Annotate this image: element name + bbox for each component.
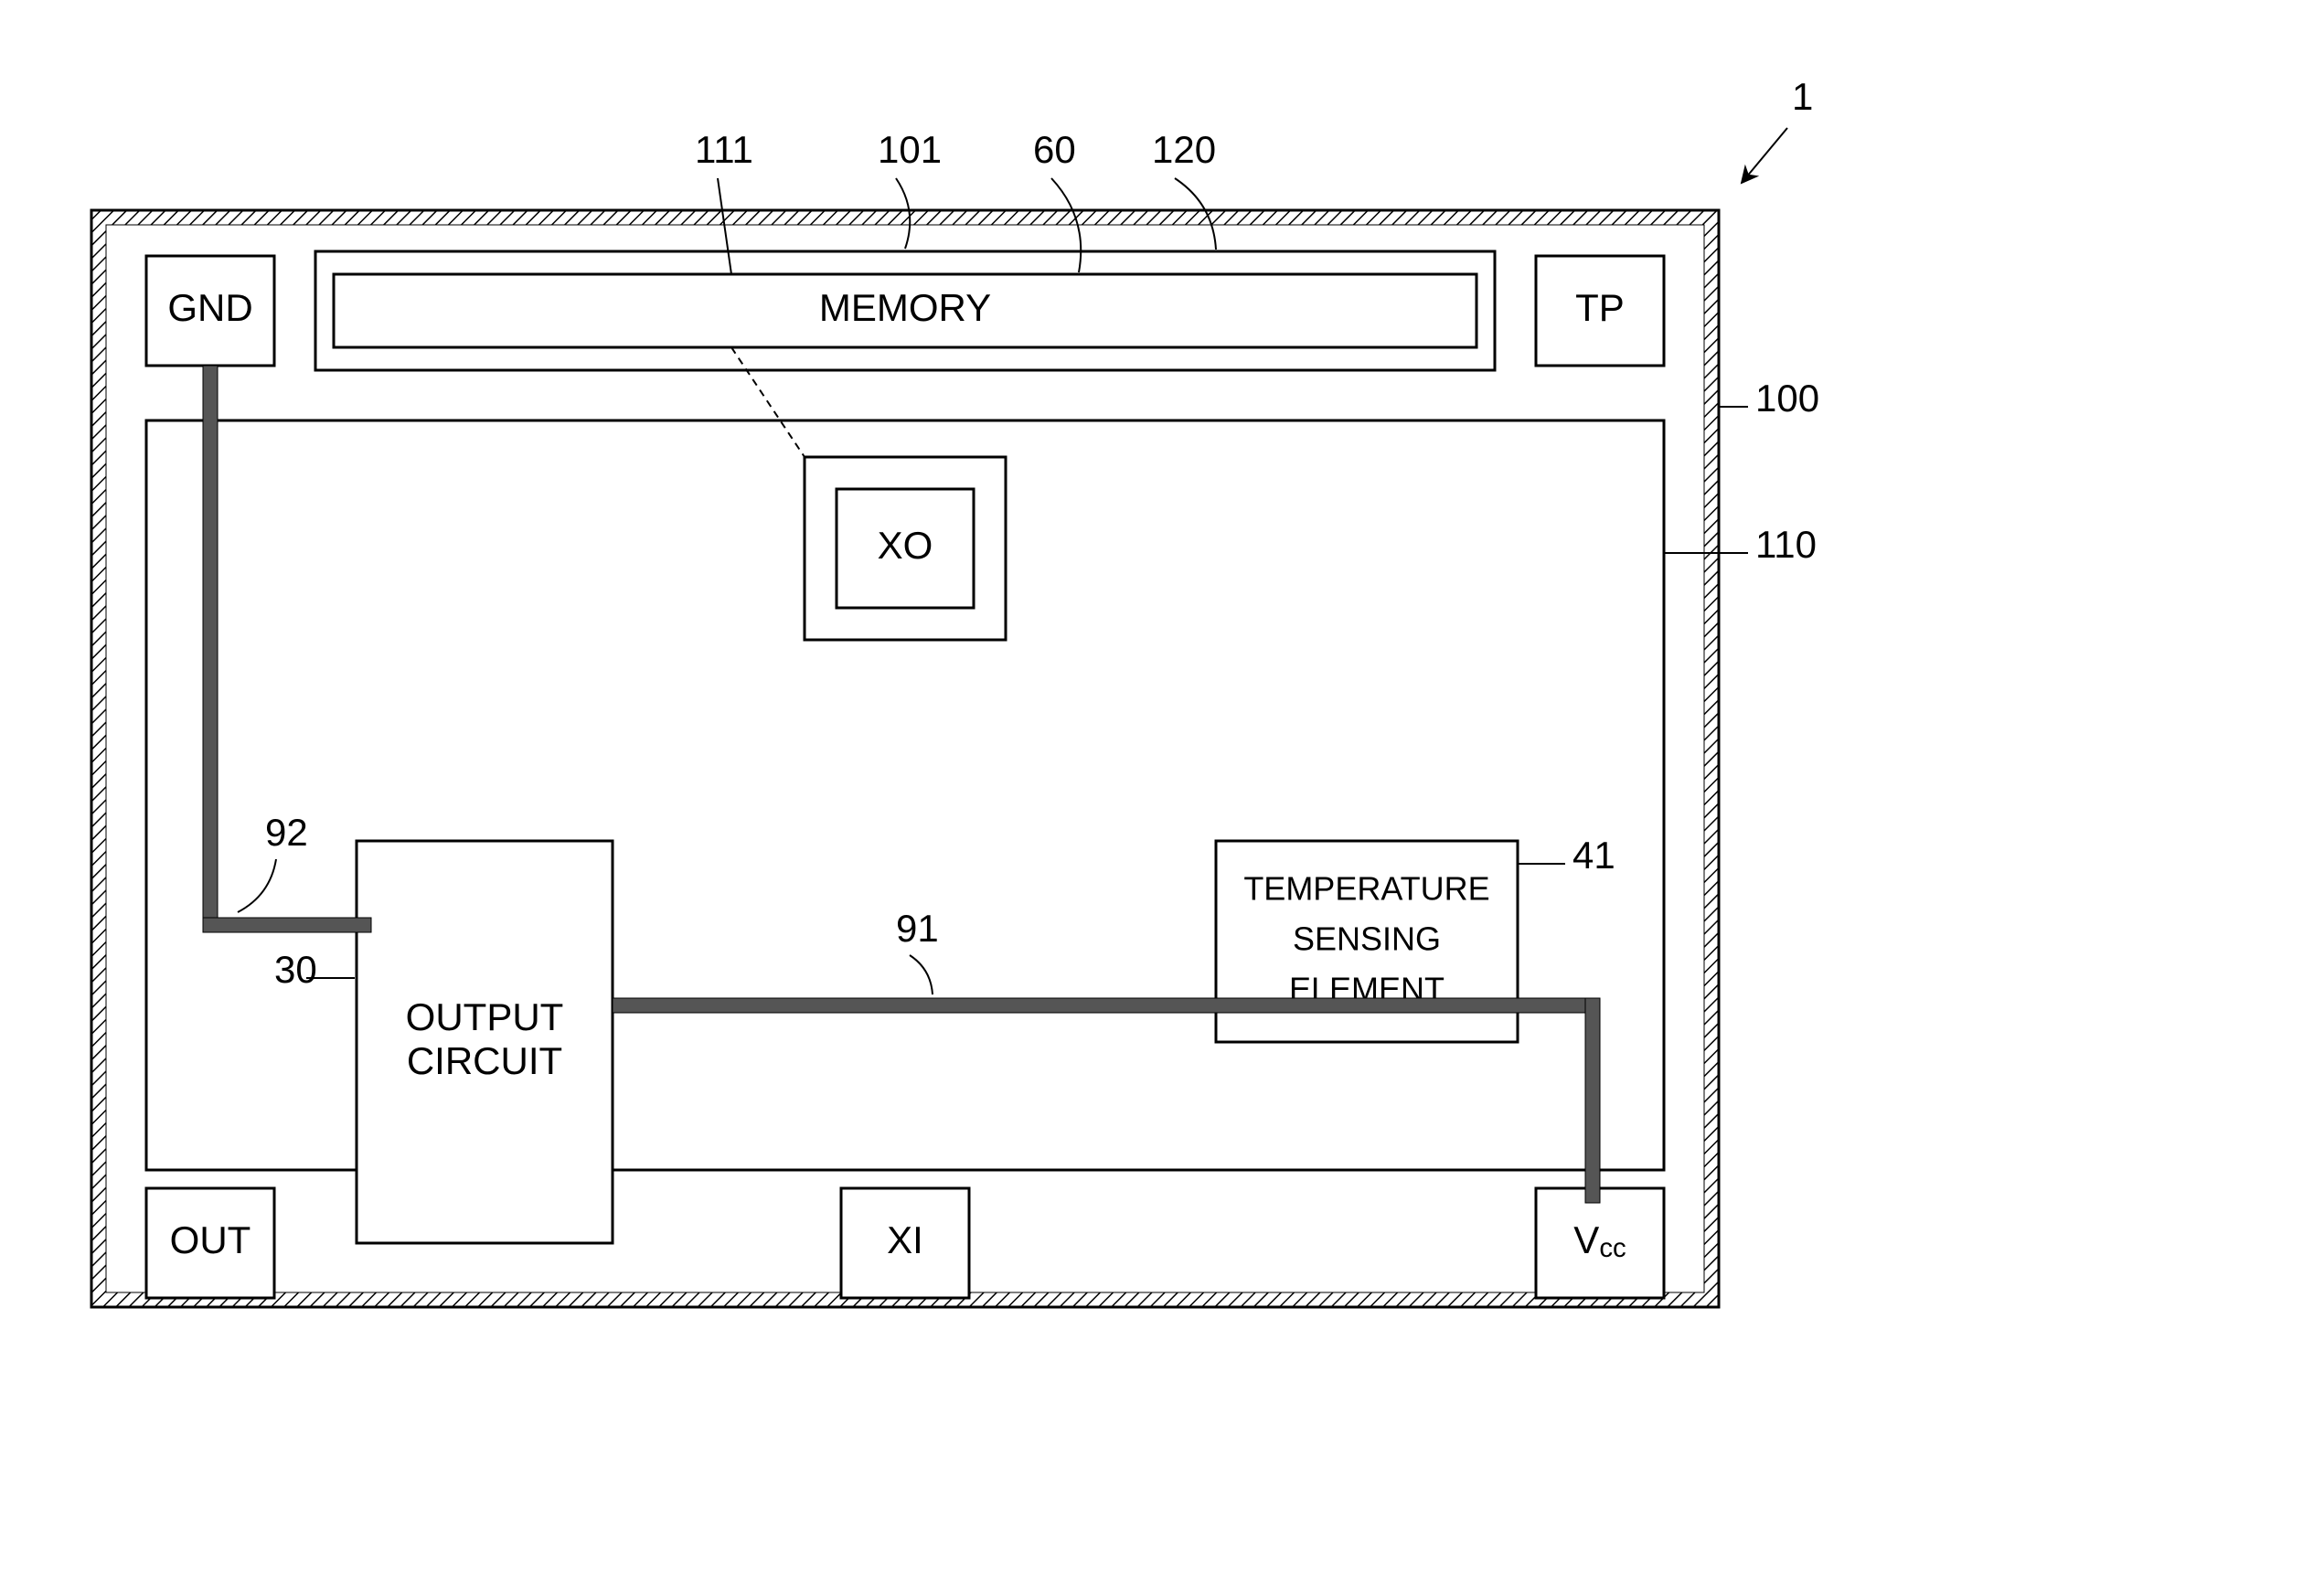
trace-t91-seg0 xyxy=(613,998,1600,1013)
trace-t92-seg1 xyxy=(203,918,371,932)
ref-100: 100 xyxy=(1755,377,1819,420)
output-circuit-label-1: OUTPUT xyxy=(406,995,564,1038)
ref-111: 111 xyxy=(695,128,753,171)
lead-1 xyxy=(1742,128,1787,183)
temp-sensing-label-1: TEMPERATURE xyxy=(1243,870,1489,908)
pad-label-gnd: GND xyxy=(167,286,252,329)
temp-sensing-label-2: SENSING xyxy=(1293,920,1441,958)
ref-110: 110 xyxy=(1755,523,1817,566)
ref-91: 91 xyxy=(896,907,939,950)
ref-60: 60 xyxy=(1033,128,1076,171)
pad-label-out: OUT xyxy=(170,1218,251,1261)
pad-label-tp: TP xyxy=(1575,286,1625,329)
pad-label-xi: XI xyxy=(887,1218,923,1261)
ref-120: 120 xyxy=(1152,128,1216,171)
ref-92: 92 xyxy=(265,811,308,854)
memory-label: MEMORY xyxy=(819,286,991,329)
trace-t92-seg0 xyxy=(203,366,218,932)
ref-41: 41 xyxy=(1572,834,1615,877)
ref-30: 30 xyxy=(274,948,317,991)
trace-t91-seg1 xyxy=(1585,998,1600,1203)
block-diagram: GNDTPOUTXIVcc MEMORY XO OUTPUT CIRCUIT T… xyxy=(0,0,2324,1595)
ref-1: 1 xyxy=(1792,75,1813,118)
xo-label: XO xyxy=(878,524,933,567)
xo-block: XO xyxy=(805,457,1006,640)
output-circuit-label-2: CIRCUIT xyxy=(407,1039,562,1082)
memory-block: MEMORY xyxy=(315,251,1495,370)
ref-101: 101 xyxy=(878,128,942,171)
output-circuit-block: OUTPUT CIRCUIT xyxy=(357,841,613,1243)
